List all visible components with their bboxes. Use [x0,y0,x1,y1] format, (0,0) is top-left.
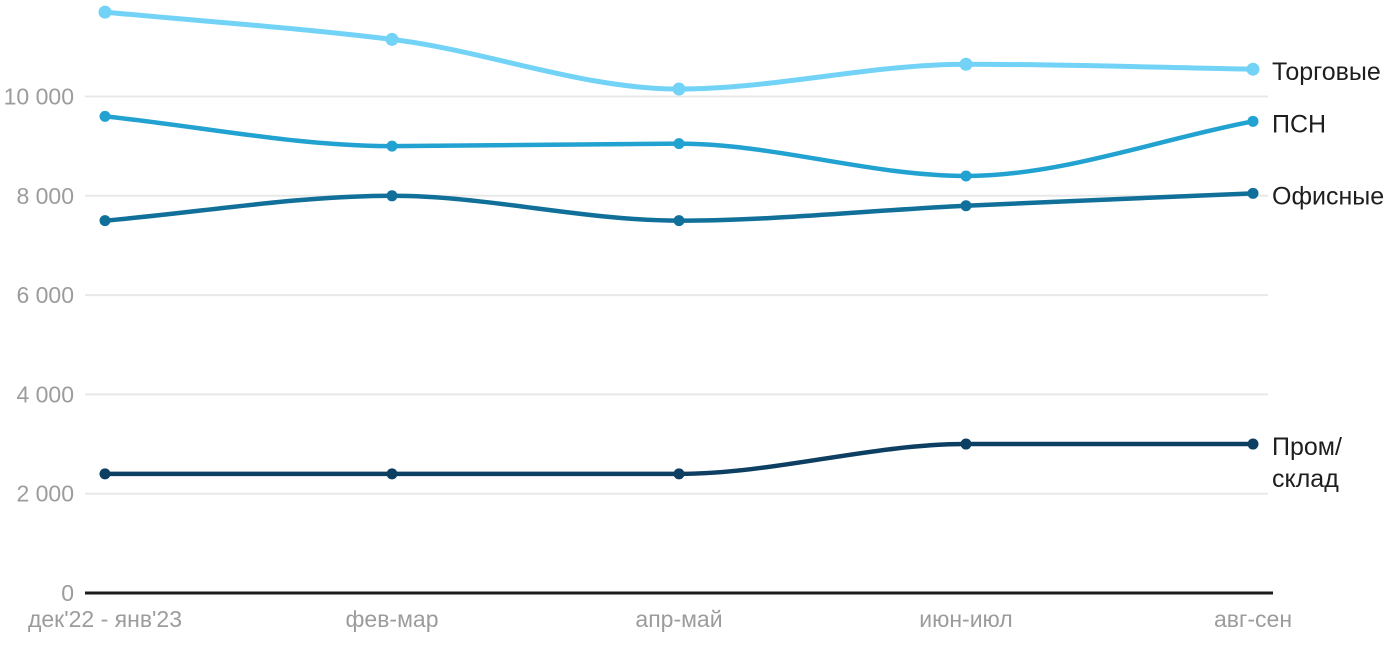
data-point [1246,62,1260,76]
series-line [102,9,1256,92]
data-point [959,57,973,71]
data-point [960,200,972,212]
data-point [1247,115,1259,127]
series-label: ПСН [1272,110,1326,138]
data-point [99,110,111,122]
x-axis-tick-label: дек'22 - янв'23 [28,606,182,632]
data-point [99,215,111,227]
data-point [386,190,398,202]
data-point [960,170,972,182]
data-point [960,438,972,450]
x-axis-tick-label: авг-сен [1214,606,1292,632]
series-label: склад [1272,465,1339,493]
data-point [673,215,685,227]
x-axis-tick-label: апр-май [635,606,722,632]
data-point [386,140,398,152]
y-axis-tick-label: 0 [61,580,74,606]
x-axis-tick-label: фев-мар [346,606,439,632]
y-axis-tick-label: 2 000 [16,481,74,507]
x-axis-tick-label: июн-июл [919,606,1012,632]
series-label: Торговые [1272,58,1381,86]
series-label: Пром/ [1272,433,1342,461]
data-point [98,5,112,19]
data-point [673,138,685,150]
data-point [672,82,686,96]
y-axis-tick-label: 4 000 [16,381,74,407]
data-point [1247,438,1259,450]
y-axis-tick-label: 8 000 [16,183,74,209]
data-point [673,468,685,480]
data-point [99,468,111,480]
data-point [386,468,398,480]
data-point [385,32,399,46]
data-point [1247,187,1259,199]
y-axis-tick-label: 6 000 [16,282,74,308]
series-label: Офисные [1272,182,1384,210]
y-axis-tick-label: 10 000 [4,84,74,110]
